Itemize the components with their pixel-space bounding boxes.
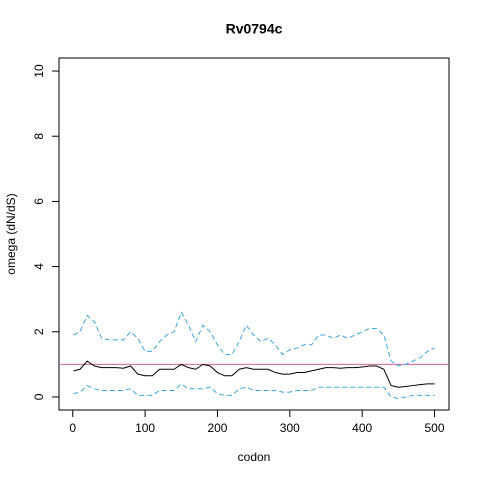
- y-tick-label: 4: [32, 263, 46, 270]
- y-tick-label: 8: [32, 133, 46, 140]
- x-tick-label: 300: [280, 421, 300, 435]
- x-tick-label: 400: [352, 421, 372, 435]
- x-axis-label: codon: [238, 450, 271, 464]
- y-tick-label: 2: [32, 328, 46, 335]
- series-line: [73, 311, 435, 367]
- x-tick-label: 200: [207, 421, 227, 435]
- y-tick-label: 6: [32, 198, 46, 205]
- y-tick-label: 10: [32, 64, 46, 78]
- y-axis-label: omega (dN/dS): [4, 193, 18, 274]
- series-line: [73, 383, 435, 400]
- x-tick-label: 500: [425, 421, 445, 435]
- x-tick-label: 0: [69, 421, 76, 435]
- x-tick-label: 100: [135, 421, 155, 435]
- chart-title: Rv0794c: [226, 21, 283, 37]
- y-tick-label: 0: [32, 393, 46, 400]
- series-line: [73, 360, 435, 388]
